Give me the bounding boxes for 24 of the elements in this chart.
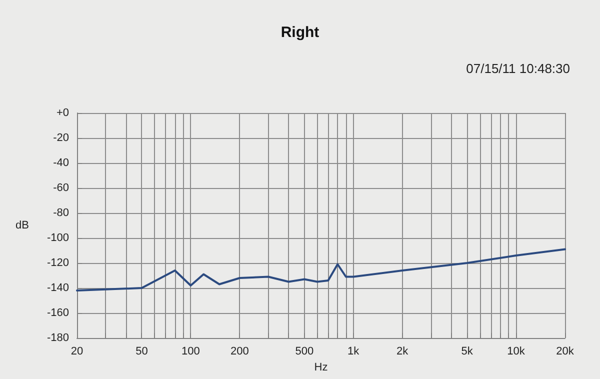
- x-tick-label: 10k: [507, 346, 526, 358]
- x-tick-label: 1k: [348, 346, 360, 358]
- x-tick-label: 20k: [556, 346, 574, 358]
- x-tick-label: 100: [182, 346, 200, 358]
- x-tick-label: 50: [136, 346, 148, 358]
- y-tick-label: -20: [53, 132, 69, 144]
- y-tick-label: -80: [53, 207, 69, 219]
- y-axis-title: dB: [16, 220, 29, 232]
- y-tick-label: +0: [56, 107, 69, 119]
- y-tick-label: -100: [46, 232, 69, 244]
- y-tick-label: -160: [46, 307, 69, 319]
- x-tick-label: 20: [70, 346, 84, 358]
- chart-title: Right: [280, 24, 320, 41]
- x-tick-label: 500: [295, 346, 314, 358]
- y-tick-label: -120: [46, 257, 69, 269]
- x-axis-title: Hz: [314, 361, 328, 374]
- y-tick-label: -40: [53, 157, 69, 169]
- y-tick-label: -180: [46, 332, 69, 344]
- x-tick-label: 2k: [396, 346, 409, 358]
- y-tick-label: -140: [46, 282, 69, 294]
- x-tick-label: 200: [230, 346, 249, 358]
- y-tick-label: -60: [53, 182, 69, 194]
- text: 07/15/11 10:48:30: [466, 61, 570, 76]
- x-tick-label: 5k: [461, 346, 474, 358]
